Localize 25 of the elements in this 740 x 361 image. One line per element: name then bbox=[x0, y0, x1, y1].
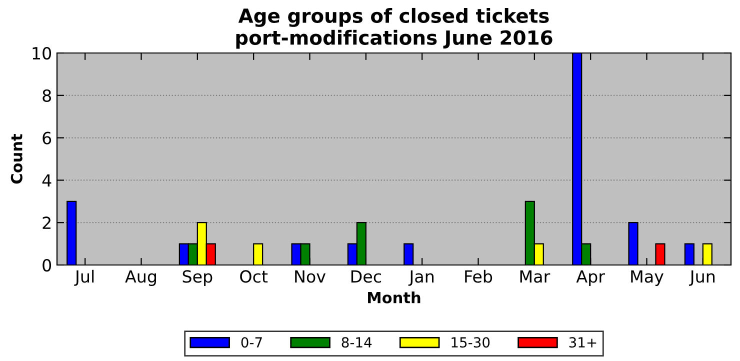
y-tick-label: 2 bbox=[42, 216, 50, 229]
x-tick-label: May bbox=[631, 270, 664, 286]
x-tick-label: Oct bbox=[240, 270, 268, 283]
y-axis-title: Count bbox=[10, 134, 22, 184]
y-tick-label: 8 bbox=[42, 89, 51, 102]
chart-title: Age groups of closed tickets port-modifications June 2016 bbox=[236, 8, 552, 49]
x-tick-label: Mar bbox=[520, 270, 550, 283]
y-tick-label: 6 bbox=[42, 132, 52, 144]
x-tick-label: Apr bbox=[576, 270, 605, 286]
y-tick-label: 4 bbox=[42, 174, 52, 187]
y-tick-label: 0 bbox=[42, 258, 52, 272]
legend-label: 31+ bbox=[569, 337, 596, 348]
x-tick-label: Dec bbox=[351, 270, 382, 283]
x-tick-label: Nov bbox=[295, 270, 326, 283]
y-tick-label: 10 bbox=[32, 46, 52, 60]
legend-label: 8-14 bbox=[342, 337, 372, 348]
x-tick-label: Jan bbox=[408, 270, 434, 286]
x-axis-title: Month bbox=[368, 292, 420, 304]
x-tick-label: Jul bbox=[74, 270, 94, 286]
x-tick-label: Sep bbox=[182, 270, 212, 286]
x-tick-label: Aug bbox=[125, 270, 156, 286]
x-tick-label: Jun bbox=[689, 270, 715, 286]
legend-label: 15-30 bbox=[452, 337, 490, 348]
x-tick-label: Feb bbox=[465, 270, 492, 283]
legend-label: 0-7 bbox=[241, 337, 262, 348]
